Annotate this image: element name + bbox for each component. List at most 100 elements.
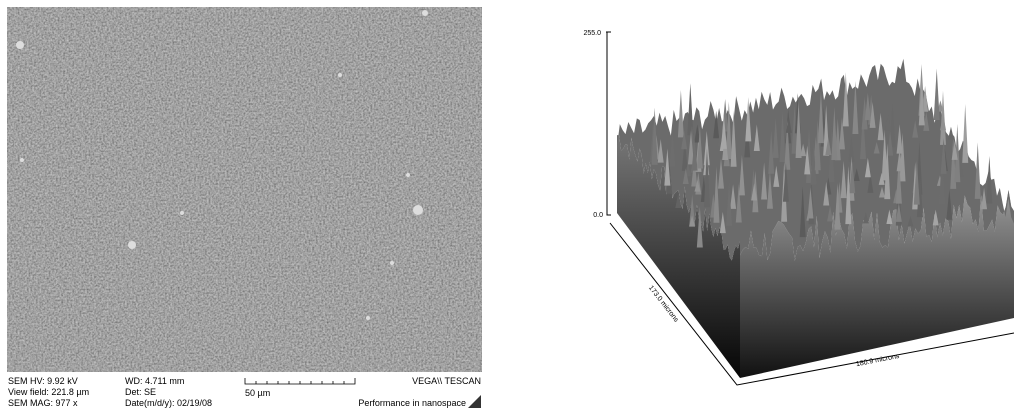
hv: SEM HV: 9.92 kV: [8, 376, 78, 386]
sem-info-bar: SEM HV: 9.92 kV View field: 221.8 µm SEM…: [8, 376, 481, 408]
spike: [689, 215, 696, 227]
axes: [606, 31, 1014, 386]
spike: [735, 183, 742, 223]
z-axis: [606, 31, 611, 216]
spike: [873, 142, 880, 154]
spike: [895, 156, 902, 204]
spike: [884, 143, 891, 200]
spike: [814, 120, 821, 171]
spike: [853, 168, 860, 182]
spike: [823, 181, 830, 206]
magnification: SEM MAG: 977 x: [8, 398, 78, 408]
spike: [725, 101, 732, 160]
detector: Det: SE: [125, 387, 156, 397]
spike: [651, 107, 658, 165]
spike: [745, 96, 752, 142]
spike: [730, 110, 737, 167]
spike: [933, 68, 940, 120]
spike: [923, 111, 930, 131]
spike: [864, 157, 871, 178]
spike: [738, 154, 745, 196]
spike: [675, 193, 682, 209]
spike: [795, 100, 802, 159]
spike: [981, 187, 988, 210]
spike: [946, 189, 953, 220]
spike: [932, 209, 939, 226]
z-bottom-label: 0.0: [593, 212, 603, 219]
spike: [681, 130, 688, 150]
sem-image: [7, 7, 482, 372]
spike: [886, 209, 893, 225]
spike: [842, 72, 849, 127]
z-top-label: 255.0: [583, 30, 601, 37]
spike: [768, 130, 775, 174]
spike: [726, 182, 733, 226]
spike: [687, 130, 694, 165]
spike: [849, 161, 856, 194]
spike: [779, 111, 786, 162]
spike: [784, 120, 791, 170]
spike: [912, 120, 919, 138]
spike: [751, 183, 758, 201]
spike: [657, 138, 664, 163]
spike: [896, 124, 903, 154]
view-field: View field: 221.8 µm: [8, 387, 89, 397]
spike: [791, 104, 798, 154]
spike: [852, 81, 859, 134]
scale-bar-label: 50 µm: [245, 388, 270, 398]
spike: [773, 165, 780, 187]
spike: [845, 165, 852, 225]
spike: [916, 171, 923, 218]
spike: [940, 138, 947, 174]
spike: [864, 92, 871, 121]
spike: [817, 91, 824, 144]
spike: [719, 211, 726, 234]
spike: [782, 162, 789, 202]
spike: [951, 140, 958, 160]
spike: [907, 216, 914, 227]
spike: [879, 186, 886, 198]
spike: [848, 136, 855, 162]
spike: [696, 126, 703, 169]
x-axis-label: 180.9 microns: [855, 353, 900, 368]
spike: [799, 186, 806, 238]
base-axes: [609, 222, 1014, 386]
spike: [766, 171, 773, 209]
spike: [940, 114, 947, 131]
spike: [681, 139, 688, 171]
spike: [730, 184, 737, 209]
spike: [939, 153, 946, 204]
spike: [885, 114, 892, 131]
spike: [831, 106, 838, 161]
spike: [687, 83, 694, 136]
logo: [468, 395, 481, 408]
spike: [718, 158, 725, 189]
spike: [827, 206, 834, 222]
spike: [838, 117, 845, 150]
spike: [669, 131, 676, 167]
date: Date(m/d/y): 02/19/08: [125, 398, 212, 408]
spike: [713, 110, 720, 139]
spike: [825, 137, 832, 156]
spike: [834, 182, 841, 230]
spike: [689, 194, 696, 226]
spike: [810, 140, 817, 185]
spike: [974, 142, 981, 199]
spike: [889, 103, 896, 148]
spike: [828, 124, 835, 183]
spike: [895, 202, 902, 222]
spike: [861, 96, 868, 130]
working-distance: WD: 4.711 mm: [125, 376, 184, 386]
spike: [807, 187, 814, 219]
spike: [962, 103, 969, 163]
spike: [867, 173, 874, 193]
spike: [677, 90, 684, 138]
spike: [840, 160, 847, 199]
spike: [785, 116, 792, 133]
spike: [664, 148, 671, 186]
spike: [703, 130, 710, 166]
spike: [896, 149, 903, 172]
spike: [986, 155, 993, 204]
spike: [878, 172, 885, 185]
